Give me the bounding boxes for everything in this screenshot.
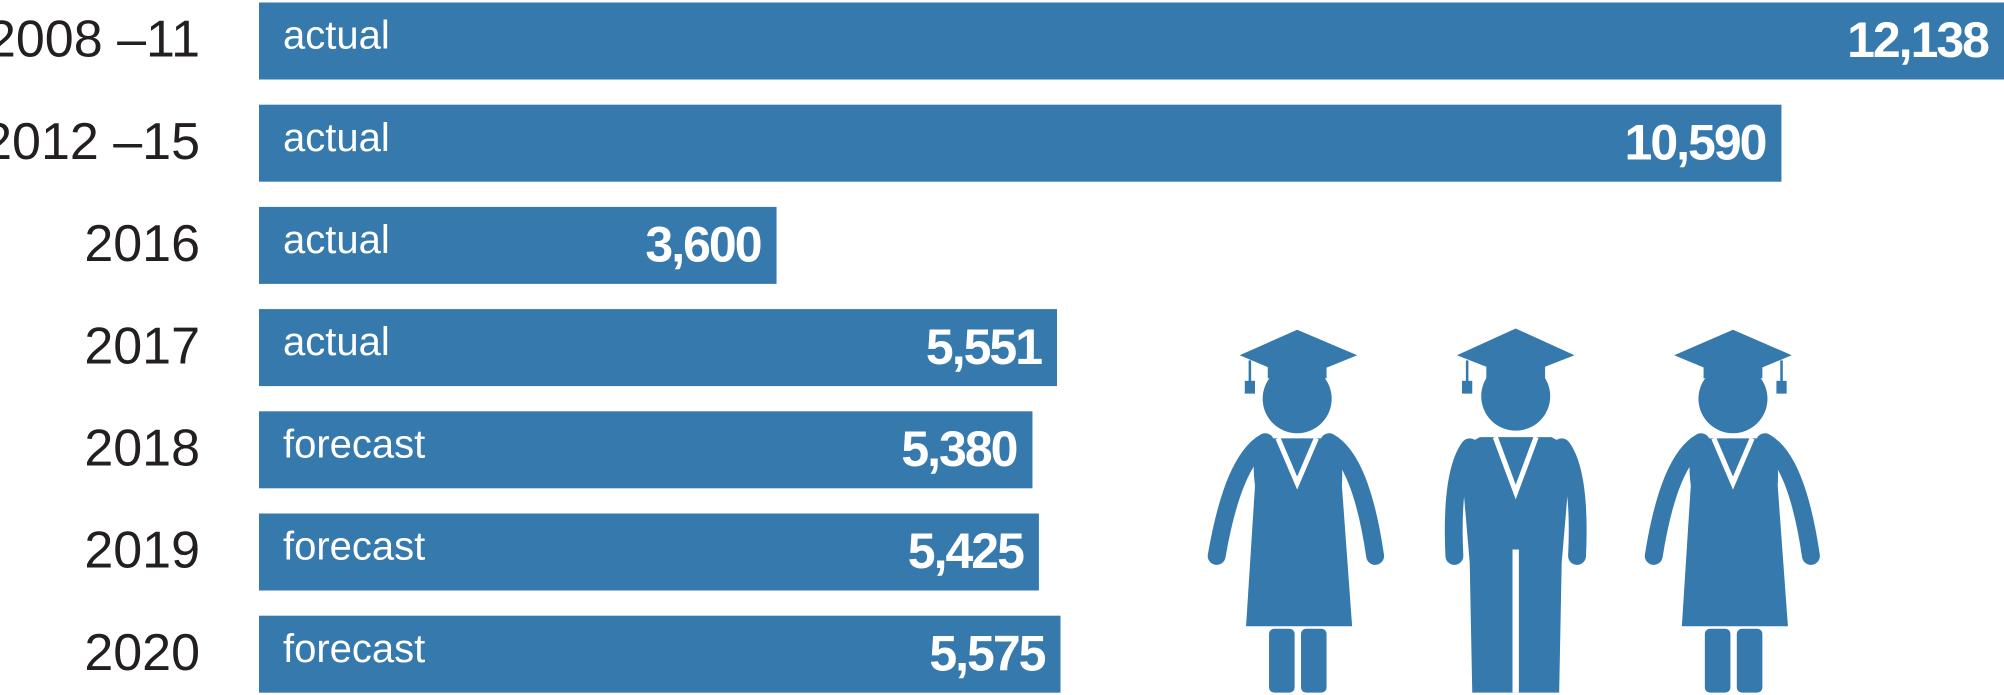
graduate-figures <box>1207 328 1820 693</box>
bar <box>259 615 1061 693</box>
bar-label: actual <box>283 218 390 262</box>
graduate-icon <box>1644 329 1820 693</box>
category-label: 2012 –15 <box>0 113 200 171</box>
bar <box>259 411 1033 489</box>
category-label: 2008 –11 <box>0 11 200 69</box>
graduate-icon <box>1207 329 1385 693</box>
bar-label: forecast <box>283 627 425 671</box>
bar <box>259 206 777 284</box>
bar <box>259 2 2004 80</box>
category-label: 2020 <box>84 624 200 682</box>
value-label: 12,138 <box>1847 12 1989 68</box>
bar <box>259 104 1782 182</box>
bar-label: forecast <box>283 525 425 569</box>
category-label: 2016 <box>84 215 200 273</box>
bar-label: forecast <box>283 422 425 466</box>
category-label: 2017 <box>84 317 200 375</box>
category-label: 2019 <box>84 522 200 580</box>
value-label: 5,425 <box>908 523 1024 579</box>
bar <box>259 309 1058 387</box>
value-label: 3,600 <box>645 217 760 273</box>
graduate-icon <box>1444 328 1587 693</box>
value-label: 10,590 <box>1625 114 1766 170</box>
bar-label: actual <box>283 320 390 364</box>
bar <box>259 513 1039 591</box>
bar-label: actual <box>283 14 390 58</box>
value-label: 5,575 <box>929 625 1045 681</box>
bar-label: actual <box>283 116 390 160</box>
value-label: 5,380 <box>901 421 1016 477</box>
value-label: 5,551 <box>926 319 1042 375</box>
category-label: 2018 <box>84 420 200 478</box>
